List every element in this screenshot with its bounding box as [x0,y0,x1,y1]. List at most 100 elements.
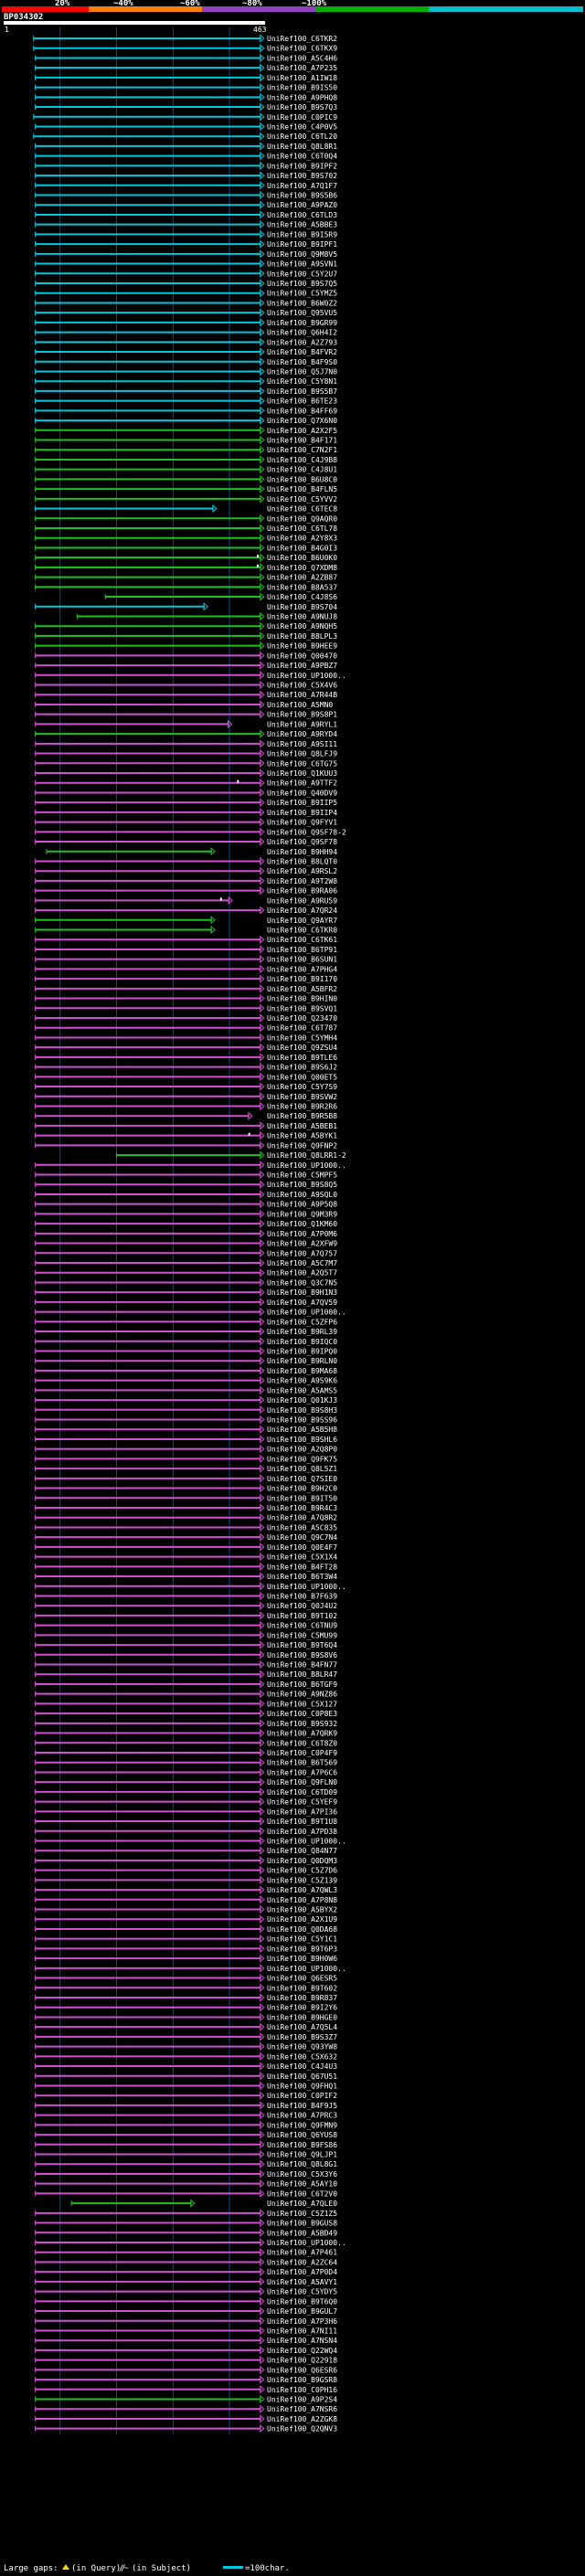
hit-row[interactable]: UniRef100_B9GUL7 [35,2306,338,2316]
hit-label[interactable]: UniRef100_Q8L5Z1 [267,1465,337,1473]
hit-label[interactable]: UniRef100_C4J8S6 [267,593,337,601]
hit-row[interactable]: UniRef100_Q9M3R9 [35,1209,338,1218]
hit-row[interactable]: UniRef100_A2X2F5 [35,426,338,435]
hit-label[interactable]: UniRef100_Q00ET5 [267,1073,337,1081]
hit-row[interactable]: UniRef100_B9SVW2 [35,1092,338,1101]
hit-label[interactable]: UniRef100_C5Y8N1 [267,377,337,386]
hit-row[interactable]: UniRef100_A7NSN4 [35,2336,338,2345]
hit-label[interactable]: UniRef100_B9GR99 [267,319,337,327]
hit-row[interactable]: UniRef100_A7PRC3 [35,2111,338,2120]
hit-row[interactable]: UniRef100_B9T6P3 [35,1944,338,1953]
hit-row[interactable]: UniRef100_A7Q1F7 [35,181,338,190]
hit-label[interactable]: UniRef100_C6TL20 [267,133,337,141]
hit-label[interactable]: UniRef100_C6T0Q4 [267,153,337,161]
hit-label[interactable]: UniRef100_A5C4H6 [267,54,337,62]
hit-label[interactable]: UniRef100_Q9ZSU4 [267,1044,337,1052]
hit-row[interactable]: UniRef100_A5BYK1 [35,1131,338,1140]
hit-label[interactable]: UniRef100_B8A537 [267,583,337,591]
hit-label[interactable]: UniRef100_B9H2C0 [267,1485,337,1493]
hit-label[interactable]: UniRef100_B9HIN0 [267,995,337,1003]
hit-row[interactable]: UniRef100_C6TG75 [35,758,338,768]
hit-row[interactable]: UniRef100_Q8L5Z1 [35,1464,338,1473]
hit-row[interactable]: UniRef100_Q6H4I2 [35,327,338,337]
hit-row[interactable]: UniRef100_Q8L8R1 [35,142,338,151]
hit-row[interactable]: UniRef100_Q9AQR0 [35,514,338,523]
hit-label[interactable]: UniRef100_C5YMH4 [267,1034,337,1042]
hit-label[interactable]: UniRef100_Q67U51 [267,2072,337,2081]
hit-row[interactable]: UniRef100_Q5J7N0 [35,366,338,376]
hit-row[interactable]: UniRef100_UP1000.. [35,1161,346,1170]
hit-label[interactable]: UniRef100_C5X3Y6 [267,2170,337,2178]
hit-label[interactable]: UniRef100_UP1000.. [267,1161,346,1170]
hit-label[interactable]: UniRef100_A9P2S4 [267,2396,337,2404]
hit-row[interactable]: UniRef100_B9S5B6 [35,190,338,200]
hit-row[interactable]: UniRef100_B9SVQ1 [35,1003,338,1012]
hit-label[interactable]: UniRef100_C5MPF5 [267,1171,337,1180]
hit-row[interactable]: UniRef100_B6TP91 [35,945,338,954]
hit-label[interactable]: UniRef100_A5BEB1 [267,1122,337,1130]
hit-label[interactable]: UniRef100_B9RL39 [267,1328,337,1336]
hit-row[interactable]: UniRef100_C0PIC9 [33,112,338,122]
hit-label[interactable]: UniRef100_B4F171 [267,437,337,445]
hit-label[interactable]: UniRef100_C4J8U1 [267,466,337,474]
hit-row[interactable]: UniRef100_Q9FMN9 [35,2120,338,2129]
hit-label[interactable]: UniRef100_B9RA06 [267,887,337,896]
hit-label[interactable]: UniRef100_B6TE23 [267,398,337,406]
hit-label[interactable]: UniRef100_C0P4F9 [267,1749,337,1757]
hit-label[interactable]: UniRef100_B9T6P3 [267,1945,337,1953]
hit-label[interactable]: UniRef100_B6T569 [267,1759,337,1767]
hit-label[interactable]: UniRef100_B6TP91 [267,946,337,954]
hit-label[interactable]: UniRef100_UP1000.. [267,1837,346,1845]
hit-row[interactable]: UniRef100_B9FS86 [35,2140,338,2149]
hit-row[interactable]: UniRef100_A7Q8R2 [35,1513,338,1522]
hit-label[interactable]: UniRef100_Q8L8G1 [267,2160,337,2168]
hit-label[interactable]: UniRef100_C6TD09 [267,1788,337,1797]
hit-label[interactable]: UniRef100_A2X1U9 [267,1915,337,1924]
hit-row[interactable]: UniRef100_Q7SIE0 [35,1474,338,1483]
hit-row[interactable]: UniRef100_B4FN77 [35,1659,338,1670]
hit-row[interactable]: UniRef100_C5X632 [35,2051,338,2061]
hit-row[interactable]: UniRef100_A9RYD4 [35,729,338,738]
hit-row[interactable]: UniRef100_C5X4V6 [35,680,338,690]
hit-label[interactable]: UniRef100_C5YMZ5 [267,290,337,298]
hit-label[interactable]: UniRef100_B9R837 [267,1994,337,2002]
hit-row[interactable]: UniRef100_A7QR24 [35,906,338,915]
hit-label[interactable]: UniRef100_Q9SF78-2 [267,828,346,836]
hit-label[interactable]: UniRef100_B9FS86 [267,2141,337,2149]
hit-row[interactable]: UniRef100_A1IW18 [35,73,338,82]
hit-row[interactable]: UniRef100_B9I170 [35,974,338,983]
hit-row[interactable]: UniRef100_B6U0K0 [35,553,338,562]
hit-label[interactable]: UniRef100_Q84N77 [267,1847,337,1855]
hit-label[interactable]: UniRef100_A5BD49 [267,2229,337,2237]
hit-row[interactable]: UniRef100_B9T602 [35,1983,338,1992]
hit-label[interactable]: UniRef100_A7PD38 [267,1828,337,1836]
hit-label[interactable]: UniRef100_Q9FYV1 [267,819,337,827]
hit-row[interactable]: UniRef100_B8LR47 [35,1670,338,1679]
hit-label[interactable]: UniRef100_B9S6J2 [267,1064,337,1072]
hit-row[interactable]: UniRef100_B6TE23 [35,397,338,406]
hit-label[interactable]: UniRef100_C5X1X4 [267,1553,337,1562]
hit-label[interactable]: UniRef100_B9S7Q5 [267,280,337,288]
hit-row[interactable]: UniRef100_Q9AYR7 [35,916,338,925]
hit-row[interactable]: UniRef100_UP1000.. [35,1582,346,1591]
hit-label[interactable]: UniRef100_Q40DV9 [267,789,337,797]
hit-row[interactable]: UniRef100_B9GR99 [35,318,338,327]
hit-label[interactable]: UniRef100_Q9M3R9 [267,1210,337,1218]
hit-row[interactable]: UniRef100_C5YDY5 [35,2286,338,2296]
hit-row[interactable]: UniRef100_Q9SF78-2 [35,827,346,836]
hit-row[interactable]: UniRef100_Q2QNV3 [35,2424,338,2433]
hit-row[interactable]: UniRef100_A9NUJ8 [76,611,337,620]
hit-row[interactable]: UniRef100_Q0DQM3 [35,1856,338,1865]
hit-row[interactable]: UniRef100_C6TKX9 [33,44,338,53]
hit-label[interactable]: UniRef100_A7P0M6 [267,1230,337,1238]
hit-label[interactable]: UniRef100_A7NSR6 [267,2405,337,2413]
query-accession[interactable]: BP034302 [4,13,43,22]
hit-row[interactable]: UniRef100_B9IT50 [35,1493,338,1502]
hit-row[interactable]: UniRef100_Q22WQ4 [35,2346,338,2355]
hit-row[interactable]: UniRef100_C7N2F1 [35,445,338,454]
hit-row[interactable]: UniRef100_B9GUS8 [35,2218,338,2228]
hit-row[interactable]: UniRef100_C5Z7D6 [35,1866,338,1875]
hit-row[interactable]: UniRef100_A9T2W8 [35,876,338,885]
hit-row[interactable]: UniRef100_Q6ESR5 [35,1973,338,1983]
hit-row[interactable]: UniRef100_A9NQH5 [35,621,338,631]
